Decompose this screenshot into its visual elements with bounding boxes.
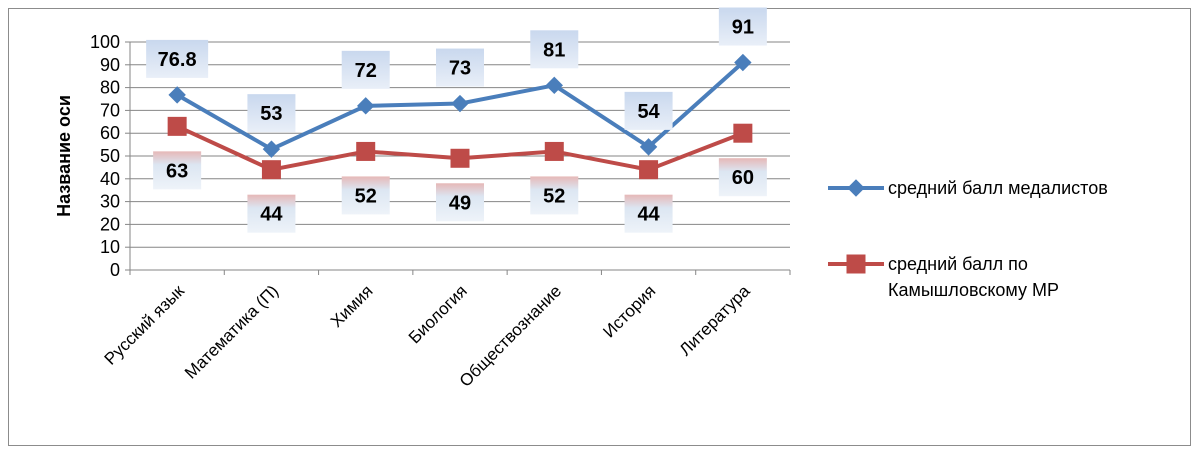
x-category-label: Обществознание	[456, 281, 565, 390]
y-axis-title: Название оси	[54, 95, 74, 217]
data-label-series-1: 91	[732, 17, 754, 39]
x-category-label: Биология	[405, 281, 471, 347]
data-point	[261, 160, 281, 180]
data-point	[357, 97, 375, 115]
y-tick-label: 40	[100, 169, 120, 189]
legend-label-series-1: средний балл медалистов	[888, 178, 1108, 198]
x-category-label: Химия	[327, 281, 377, 331]
data-label-series-1: 73	[449, 58, 471, 80]
data-label-series-1: 76.8	[158, 49, 197, 71]
data-label-series-1-box	[247, 94, 296, 133]
x-category-label: История	[599, 281, 659, 341]
data-label-series-2: 60	[732, 167, 754, 189]
data-label-series-1-box	[624, 91, 673, 130]
series	[167, 53, 753, 180]
data-label-series-1-box	[530, 30, 579, 69]
y-tick-label: 30	[100, 192, 120, 212]
data-label-series-2: 52	[355, 185, 377, 207]
data-label-series-2: 52	[543, 185, 565, 207]
data-label-series-2-box	[624, 194, 673, 233]
data-point	[167, 116, 187, 136]
data-label-series-2-box	[153, 151, 202, 190]
data-label-series-1: 81	[543, 39, 565, 61]
data-label-series-2-box	[718, 158, 767, 197]
data-point	[639, 160, 659, 180]
data-label-series-2-box	[341, 176, 390, 215]
y-tick-label: 80	[100, 78, 120, 98]
y-tick-label: 60	[100, 123, 120, 143]
x-category-label: Русский язык	[101, 281, 189, 369]
y-tick-label: 20	[100, 214, 120, 234]
data-point	[262, 140, 281, 158]
legend: средний балл медалистов средний балл по Ка…	[828, 178, 1108, 300]
y-tick-label: 100	[90, 32, 120, 52]
x-category-label: Литература	[676, 281, 754, 359]
data-label-series-2: 44	[637, 204, 660, 226]
data-labels: 76.8 53 72 73 81 54 91 63 44 52 49 52 44 60	[146, 7, 767, 233]
x-category-label: Математика (П)	[181, 281, 282, 382]
data-point	[356, 141, 376, 161]
data-label-series-1: 54	[637, 101, 660, 123]
data-point	[639, 138, 658, 156]
y-tick-label: 70	[100, 100, 120, 120]
data-label-series-1: 53	[260, 103, 282, 125]
data-label-series-1-box	[146, 39, 209, 78]
data-label-series-2: 49	[449, 192, 471, 214]
data-point	[451, 94, 469, 113]
legend-label-series-2: средний балл по Камышловскому МР	[888, 254, 1059, 300]
legend-marker-series-1	[847, 179, 865, 197]
data-label-series-2-box	[247, 194, 296, 233]
data-label-series-1: 72	[355, 60, 377, 82]
data-point	[734, 53, 752, 72]
chart-frame	[8, 8, 1191, 446]
data-label-series-2: 63	[166, 160, 188, 182]
data-label-series-1-box	[718, 7, 767, 46]
data-label-series-2-box	[530, 176, 579, 215]
data-label-series-2: 44	[260, 204, 283, 226]
data-point	[450, 148, 470, 168]
y-tick-label: 90	[100, 55, 120, 75]
legend-marker-series-2	[846, 254, 866, 274]
data-label-series-1-box	[436, 48, 484, 87]
data-point	[545, 76, 563, 95]
y-tick-label: 50	[100, 146, 120, 166]
data-point	[168, 86, 186, 104]
data-label-series-2-box	[436, 183, 484, 222]
y-tick-label: 0	[110, 260, 120, 280]
data-label-series-1-box	[341, 50, 390, 89]
data-point	[733, 123, 753, 143]
y-tick-label: 10	[100, 237, 120, 257]
data-point	[544, 141, 564, 161]
